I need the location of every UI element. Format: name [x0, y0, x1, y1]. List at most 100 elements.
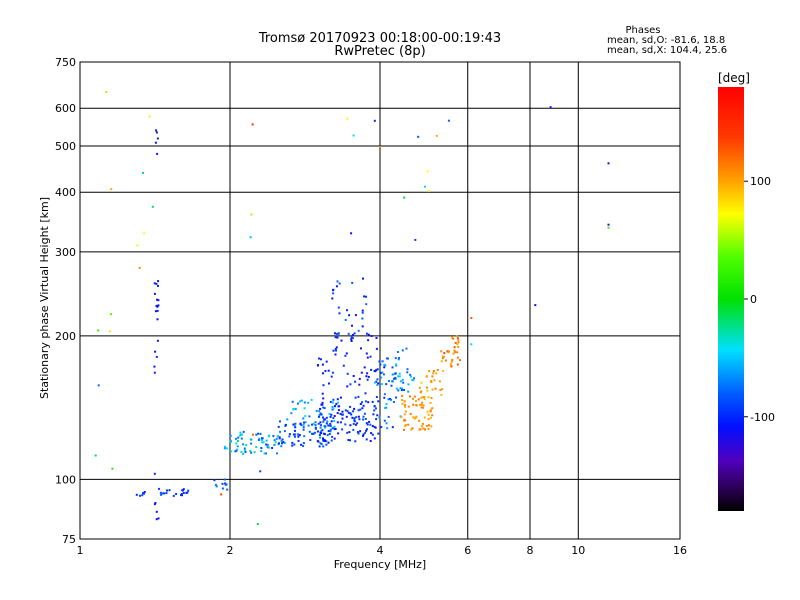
data-point — [294, 426, 297, 429]
data-point — [160, 493, 163, 496]
data-point — [401, 378, 404, 381]
data-point — [303, 435, 306, 438]
data-point — [433, 379, 436, 382]
data-point — [157, 280, 160, 283]
data-point — [292, 433, 295, 436]
data-point — [456, 363, 459, 366]
data-point — [431, 375, 434, 378]
data-point — [353, 332, 356, 335]
data-point — [156, 152, 159, 155]
data-point — [155, 510, 158, 513]
data-point — [148, 115, 151, 118]
data-point — [450, 360, 453, 363]
data-point — [354, 440, 357, 443]
data-point — [453, 346, 456, 349]
data-point — [366, 423, 369, 426]
data-point — [386, 357, 389, 360]
data-point — [266, 445, 269, 448]
data-point — [318, 414, 321, 416]
data-point — [322, 397, 325, 400]
data-point — [364, 392, 367, 395]
data-point — [375, 418, 378, 421]
data-point — [157, 299, 160, 302]
data-point — [240, 437, 243, 440]
data-point — [223, 478, 226, 481]
data-point — [362, 404, 365, 407]
data-point — [403, 413, 406, 416]
data-point — [375, 407, 377, 410]
data-point — [153, 472, 156, 475]
data-point — [351, 324, 353, 327]
data-point — [155, 129, 157, 132]
data-point — [337, 432, 340, 435]
data-point — [235, 437, 237, 440]
data-point — [110, 313, 112, 316]
data-point — [350, 336, 353, 339]
data-point — [375, 347, 378, 350]
data-point — [336, 398, 339, 401]
data-point — [379, 363, 382, 366]
data-point — [320, 413, 323, 416]
data-point — [427, 427, 430, 430]
data-point — [436, 369, 439, 371]
data-point — [237, 436, 240, 439]
data-point — [321, 401, 324, 404]
data-point — [347, 332, 350, 335]
data-point — [377, 432, 380, 435]
data-point — [417, 135, 420, 138]
data-point — [377, 400, 380, 403]
data-point — [419, 386, 421, 389]
data-point — [337, 333, 340, 335]
data-point — [302, 417, 305, 420]
data-point — [325, 360, 328, 363]
data-point — [362, 434, 364, 437]
data-point — [303, 407, 306, 410]
data-point — [441, 388, 444, 391]
data-point — [255, 446, 258, 448]
data-point — [328, 433, 331, 435]
data-point — [330, 413, 333, 416]
data-point — [153, 371, 156, 374]
y-tick-label: 100 — [55, 473, 76, 486]
data-point — [397, 358, 400, 361]
data-point — [430, 407, 433, 410]
data-point — [365, 352, 368, 355]
data-point — [302, 428, 305, 431]
data-point — [331, 435, 334, 438]
data-point — [440, 393, 443, 396]
data-point — [336, 336, 339, 339]
data-point — [352, 134, 355, 137]
data-point — [153, 282, 156, 285]
data-point — [454, 341, 457, 344]
data-point — [156, 298, 158, 301]
data-point — [422, 404, 425, 407]
data-point — [329, 415, 332, 418]
data-point — [224, 482, 226, 485]
data-point — [304, 421, 307, 424]
data-point — [412, 397, 414, 400]
data-point — [357, 409, 360, 412]
data-point — [324, 426, 327, 429]
data-point — [457, 341, 460, 344]
data-point — [333, 425, 336, 428]
data-point — [407, 423, 410, 426]
data-point — [335, 333, 338, 335]
plot-area: 1 2 4 6 8 10 16 75 100 200 300 400 500 600 750 — [55, 56, 687, 557]
data-point — [356, 431, 359, 433]
data-point — [142, 492, 145, 495]
data-point — [401, 394, 404, 397]
data-point — [249, 450, 252, 452]
data-point — [136, 244, 139, 247]
data-point — [351, 337, 354, 340]
data-point — [332, 349, 335, 352]
colorbar-gradient — [718, 87, 744, 511]
data-point — [350, 340, 353, 342]
data-point — [154, 502, 157, 504]
data-point — [155, 355, 158, 358]
data-point — [352, 422, 355, 425]
data-point — [379, 372, 382, 374]
data-point — [323, 407, 326, 410]
data-point — [364, 295, 367, 298]
data-point — [360, 347, 362, 350]
data-point — [157, 517, 160, 520]
